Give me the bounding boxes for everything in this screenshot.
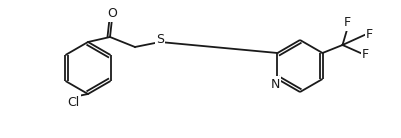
Text: Cl: Cl <box>68 95 80 108</box>
Text: S: S <box>156 34 164 47</box>
Text: N: N <box>270 78 279 91</box>
Text: F: F <box>343 17 350 30</box>
Text: F: F <box>361 48 368 62</box>
Text: F: F <box>365 29 372 42</box>
Text: O: O <box>107 7 117 21</box>
